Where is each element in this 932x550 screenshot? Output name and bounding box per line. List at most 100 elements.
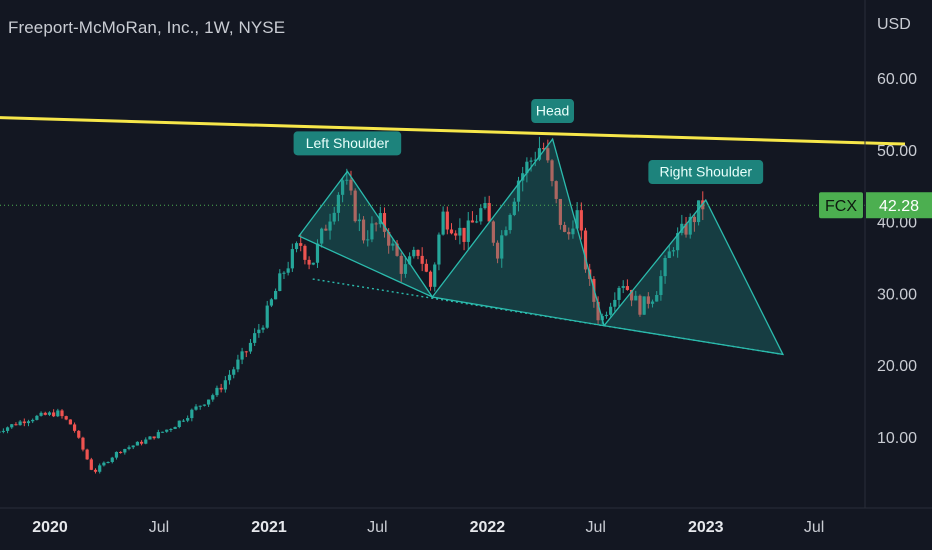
candle-body (227, 374, 232, 381)
candle-body (634, 295, 638, 301)
candle-body (349, 179, 353, 191)
candle-body (290, 249, 294, 269)
candle-body (500, 235, 504, 259)
candle-body (294, 243, 299, 250)
time-axis[interactable]: 2020 Jul 2021 Jul 2022 Jul 2023 Jul (32, 519, 824, 536)
annotation-layer: Left Shoulder Head Right Shoulder (293, 99, 764, 185)
price-tick-label: 50.00 (877, 143, 917, 160)
price-tick-label: 40.00 (877, 215, 917, 232)
candle-body (575, 210, 579, 229)
candle-body (148, 436, 152, 440)
candle-body (424, 263, 428, 272)
price-axis[interactable]: 10.00 20.00 30.00 40.00 50.00 60.00 (877, 71, 917, 447)
time-tick-label: 2020 (32, 519, 68, 536)
candle-body (387, 231, 391, 246)
candle-body (671, 250, 676, 252)
candle-body (278, 273, 282, 291)
candle-body (181, 420, 186, 422)
candle-body (31, 419, 35, 422)
candle-body (131, 445, 135, 448)
candle-body (638, 295, 642, 315)
candle-body (479, 208, 483, 222)
candle-body (10, 424, 14, 428)
candle-body (139, 441, 144, 444)
candle-body (692, 216, 697, 223)
candle-body (378, 213, 382, 225)
candle-body (487, 203, 491, 222)
last-price-badge: 42.28 (879, 198, 919, 215)
candle-body (93, 469, 98, 472)
candle-body (533, 159, 537, 161)
candle-body (345, 179, 349, 181)
annotation-label: Right Shoulder (659, 164, 752, 180)
candle-body (64, 416, 68, 420)
candle-body (462, 227, 466, 242)
candle-body (303, 245, 307, 260)
price-tick-label: 20.00 (877, 358, 917, 375)
pattern-triangle-2 (431, 137, 605, 327)
time-tick-label: 2022 (470, 519, 506, 536)
candle-body (546, 148, 550, 161)
candle-body (542, 148, 546, 150)
candle-body (102, 462, 106, 466)
candle-body (186, 418, 190, 421)
candle-body (273, 290, 278, 300)
candle-body (127, 447, 131, 449)
annotation-label-bg (531, 99, 575, 124)
candle-body (357, 219, 361, 222)
candle-body (341, 180, 345, 195)
candle-body (508, 214, 512, 231)
candle-body (642, 296, 646, 315)
candle-body (374, 223, 378, 225)
candle-body (491, 221, 495, 243)
time-tick-label: 2023 (688, 519, 724, 536)
candle-body (659, 276, 663, 295)
candle-body (152, 436, 156, 439)
candle-body (512, 201, 516, 215)
candle-body (286, 268, 290, 273)
candle-body (114, 451, 119, 458)
candle-body (26, 421, 31, 424)
candle-body (223, 380, 227, 390)
candle-body (98, 465, 102, 472)
candle-body (43, 412, 47, 415)
last-price-badge-bg (866, 192, 932, 219)
time-tick-label: 2021 (251, 519, 287, 536)
candle-body (495, 242, 500, 259)
candle-body (89, 459, 93, 470)
candle-body (613, 299, 617, 307)
candle-body (265, 305, 269, 328)
candle-body (428, 271, 433, 287)
resistance-line (0, 116, 906, 146)
candle-body (701, 200, 705, 210)
candle-body (14, 424, 18, 426)
candle-body (135, 441, 139, 446)
candle-body (77, 430, 81, 438)
candle-body (625, 286, 629, 290)
annotation-label-bg (293, 131, 402, 156)
candle-body (361, 219, 366, 241)
candle-body (408, 256, 412, 265)
candle-body (5, 427, 10, 431)
candle-body (248, 342, 253, 352)
candle-body (68, 419, 72, 425)
candle-body (269, 299, 274, 306)
candle-body (123, 448, 127, 453)
time-tick-label: Jul (149, 519, 169, 536)
candle-body (370, 223, 374, 240)
candle-body (328, 221, 332, 231)
candle-body (525, 161, 529, 174)
candle-body (550, 160, 554, 182)
candle-body (621, 286, 625, 288)
candle-body (609, 306, 613, 315)
candle-body (504, 230, 508, 236)
candle-body (433, 264, 437, 287)
candle-body (311, 262, 315, 265)
price-badge: FCX 42.28 (819, 192, 932, 219)
candle-body (299, 243, 303, 246)
candle-body (202, 404, 207, 406)
candle-body (537, 148, 542, 160)
